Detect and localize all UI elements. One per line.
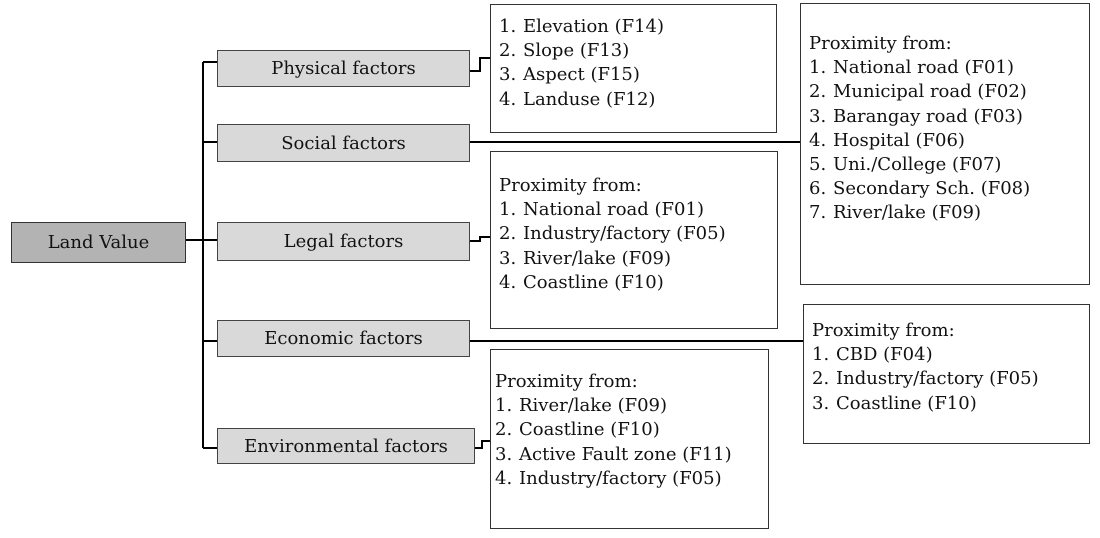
root-label: Land Value [47,232,150,253]
factor-item: Coastline (F10) [523,271,664,293]
list-item: 1. River/lake (F09) [495,394,760,418]
factor-item: Hospital (F06) [833,129,965,151]
factor-list: 1. National road (F01) 2. Municipal road (… [809,56,1081,225]
factor-item: Industry/factory (F05) [519,467,722,489]
factor-item: River/lake (F09) [833,202,982,224]
factor-item: Industry/factory (F05) [836,368,1039,390]
factor-list: 1. National road (F01) 2. Industry/factory… [499,198,769,295]
list-item: 1. National road (F01) [499,198,769,222]
category-label: Physical factors [271,58,416,79]
factor-item: Industry/factory (F05) [523,223,726,245]
factor-item: Municipal road (F02) [833,81,1027,103]
category-label: Environmental factors [244,435,448,457]
factor-item: Secondary Sch. (F08) [833,178,1031,200]
factor-item: Coastline (F10) [519,419,660,441]
factor-item: National road (F01) [523,199,704,221]
list-item: 3. Aspect (F15) [499,63,768,87]
list-item: 2. Coastline (F10) [495,418,760,442]
list-item: 5. Uni./College (F07) [809,153,1081,177]
list-item: 3. Active Fault zone (F11) [495,443,760,467]
list-item: 3. Barangay road (F03) [809,105,1081,129]
list-item: 3. Coastline (F10) [812,392,1081,416]
panel-heading: Proximity from: [499,175,642,196]
panel-heading: Proximity from: [495,371,638,392]
list-item: 6. Secondary Sch. (F08) [809,177,1081,201]
factor-item: River/lake (F09) [523,247,672,269]
list-item: 4. Industry/factory (F05) [495,467,760,491]
factor-item: Slope (F13) [523,40,630,62]
list-item: 1. Elevation (F14) [499,15,768,39]
factor-item: Active Fault zone (F11) [519,443,732,465]
list-item: 2. Municipal road (F02) [809,80,1081,104]
list-item: 4. Landuse (F12) [499,88,768,112]
factor-item: CBD (F04) [836,344,933,366]
category-label: Legal factors [283,231,404,252]
factor-list: 1. River/lake (F09) 2. Coastline (F10) 3. A… [495,394,760,491]
panel-physical-factors: 1. Elevation (F14) 2. Slope (F13) 3. Aspect… [490,4,777,133]
category-physical-factors: Physical factors [217,50,470,87]
panel-environmental-factors: Proximity from: 1. River/lake (F09) 2. Coa… [490,349,769,529]
factor-item: Coastline (F10) [836,392,977,414]
category-label: Social factors [281,132,406,154]
category-economic-factors: Economic factors [217,320,470,357]
category-legal-factors: Legal factors [217,222,470,261]
factor-item: Aspect (F15) [523,64,640,86]
panel-economic-factors: Proximity from: 1. CBD (F04) 2. Industry/f… [803,304,1090,444]
panel-legal-factors: Proximity from: 1. National road (F01) 2.… [490,151,778,329]
panel-heading: Proximity from: [809,33,952,54]
root-node-land-value: Land Value [11,222,186,263]
panel-social-factors: Proximity from: 1. National road (F01) 2.… [800,3,1090,285]
factor-item: Elevation (F14) [523,16,665,37]
factor-list: 1. Elevation (F14) 2. Slope (F13) 3. Aspect… [499,15,768,112]
list-item: 2. Industry/factory (F05) [499,222,769,246]
list-item: 1. National road (F01) [809,56,1081,80]
factor-item: River/lake (F09) [519,395,668,417]
factor-item: National road (F01) [833,57,1014,79]
panel-heading: Proximity from: [812,320,955,341]
factor-item: Barangay road (F03) [833,105,1023,127]
list-item: 1. CBD (F04) [812,343,1081,367]
list-item: 2. Industry/factory (F05) [812,367,1081,391]
factor-item: Landuse (F12) [523,88,656,110]
list-item: 4. Hospital (F06) [809,129,1081,153]
link-environmental-panel [475,440,490,449]
list-item: 3. River/lake (F09) [499,247,769,271]
factor-list: 1. CBD (F04) 2. Industry/factory (F05) 3. C… [812,343,1081,416]
link-physical-panel [470,57,490,72]
list-item: 7. River/lake (F09) [809,201,1081,225]
list-item: 4. Coastline (F10) [499,271,769,295]
category-environmental-factors: Environmental factors [217,428,475,464]
link-legal-panel [470,236,490,242]
factor-item: Uni./College (F07) [833,154,1002,176]
list-item: 2. Slope (F13) [499,39,768,63]
category-label: Economic factors [264,328,423,349]
category-social-factors: Social factors [217,124,470,162]
